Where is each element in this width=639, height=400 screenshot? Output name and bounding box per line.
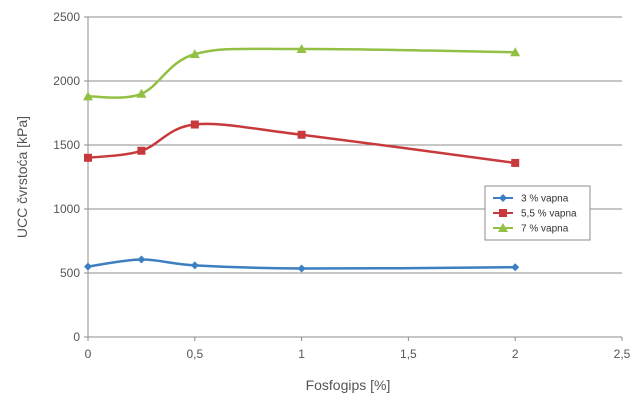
data-point bbox=[84, 153, 92, 162]
legend-item: 3 % vapna bbox=[493, 194, 569, 205]
series-line bbox=[87, 47, 516, 99]
data-point bbox=[137, 255, 146, 264]
data-point bbox=[511, 263, 520, 272]
data-point bbox=[136, 88, 147, 98]
tick-labels: 0 500 1000 1500 2000 2500 0 0,5 1 1,5 2 2,5 bbox=[53, 10, 630, 361]
y-tick-label: 2000 bbox=[53, 74, 80, 88]
legend-label: 5,5 % vapna bbox=[521, 209, 577, 220]
data-point bbox=[84, 262, 92, 271]
legend-item: 7 % vapna bbox=[493, 223, 569, 235]
data-point bbox=[510, 47, 521, 57]
x-tick-label: 0,5 bbox=[186, 347, 203, 361]
series-line bbox=[87, 122, 516, 165]
y-tick-label: 1500 bbox=[53, 138, 80, 152]
x-axis-label: Fosfogips [%] bbox=[306, 377, 391, 393]
series-3 bbox=[83, 44, 521, 101]
data-point bbox=[190, 261, 199, 270]
data-point bbox=[297, 130, 306, 139]
y-axis-label: UCC čvrstoća [kPa] bbox=[14, 116, 30, 238]
series-1 bbox=[84, 255, 520, 273]
legend-label: 3 % vapna bbox=[521, 194, 569, 205]
data-point bbox=[137, 146, 146, 155]
axes bbox=[84, 16, 623, 341]
data-series bbox=[83, 44, 521, 273]
data-point bbox=[296, 44, 307, 53]
legend-item: 5,5 % vapna bbox=[493, 209, 577, 220]
series-2 bbox=[84, 120, 520, 167]
legend-label: 7 % vapna bbox=[521, 224, 569, 235]
x-tick-label: 0 bbox=[85, 347, 92, 361]
legend-swatch-marker bbox=[499, 194, 507, 202]
x-tick-label: 1,5 bbox=[400, 347, 417, 361]
data-point bbox=[190, 120, 199, 129]
y-tick-label: 500 bbox=[60, 266, 80, 280]
legend: 3 % vapna 5,5 % vapna 7 % vapna bbox=[484, 185, 591, 241]
x-tick-label: 1 bbox=[298, 347, 305, 361]
x-tick-label: 2 bbox=[512, 347, 519, 361]
y-tick-label: 1000 bbox=[53, 202, 80, 216]
x-tick-label: 2,5 bbox=[614, 347, 631, 361]
data-point bbox=[189, 49, 200, 59]
data-point bbox=[297, 264, 306, 273]
legend-swatch-marker bbox=[498, 223, 508, 232]
data-point bbox=[511, 158, 520, 167]
data-point bbox=[83, 91, 93, 101]
y-tick-label: 2500 bbox=[53, 10, 80, 24]
legend-swatch-marker bbox=[499, 209, 507, 217]
y-tick-label: 0 bbox=[73, 330, 80, 344]
series-line bbox=[87, 258, 516, 270]
